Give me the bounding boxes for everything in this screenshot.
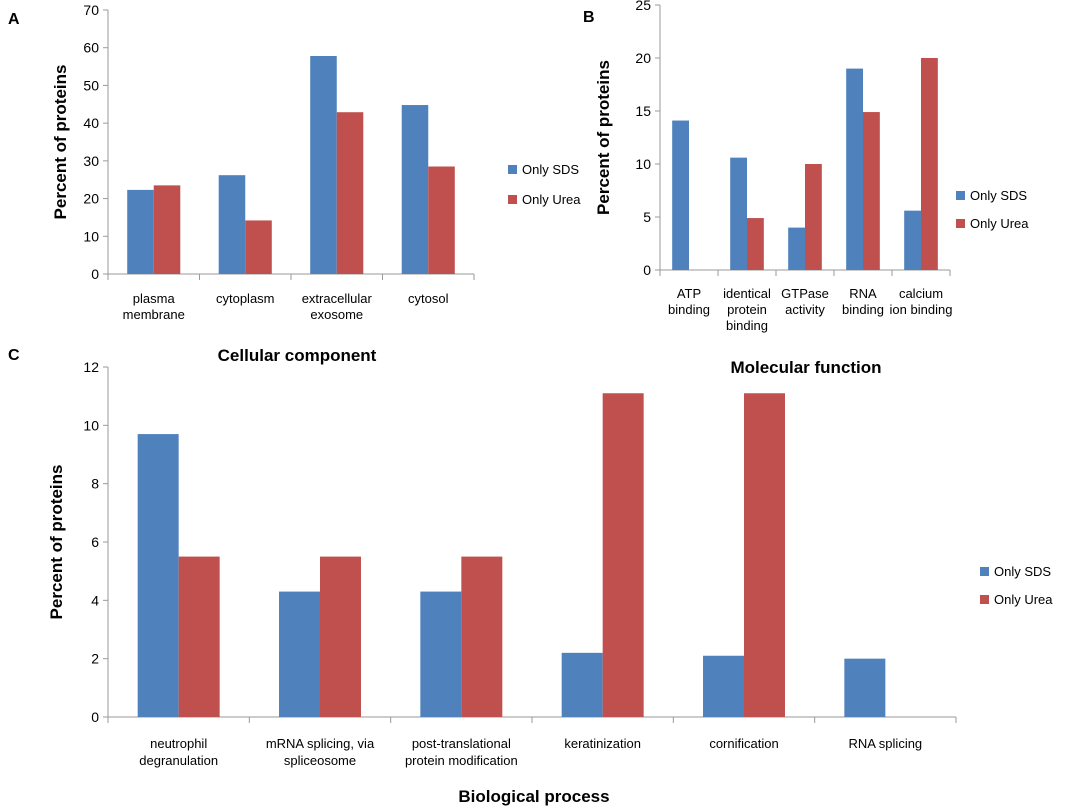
y-tick-label: 10 (83, 417, 99, 433)
y-tick-label: 20 (635, 50, 651, 66)
bar-only-urea-post-translational-protein-modification (461, 556, 503, 717)
bar-only-sds-identical-protein-binding (730, 157, 747, 270)
bar-only-sds-rna-splicing (844, 658, 886, 717)
bar-only-sds-cornification (703, 655, 744, 717)
y-tick-label: 15 (635, 103, 651, 119)
bar-only-sds-cytoplasm (218, 175, 246, 274)
bar-only-sds-keratinization (561, 652, 603, 717)
y-tick-label: 25 (635, 0, 651, 13)
x-category-label: mRNA splicing, via spliceosome (266, 736, 375, 768)
legend-swatch-only-urea (980, 595, 989, 604)
x-category-label: extracellular exosome (302, 291, 373, 322)
legend-label-only-urea: Only Urea (994, 592, 1053, 607)
x-category-label: cytoplasm (216, 291, 275, 306)
x-category-label: RNA binding (842, 286, 884, 317)
bar-only-urea-keratinization (602, 393, 644, 717)
y-tick-label: 10 (635, 156, 651, 172)
bar-only-urea-mrna-splicing-via-spliceosome (320, 556, 361, 717)
bar-only-urea-identical-protein-binding (747, 218, 764, 270)
y-tick-label: 2 (91, 651, 99, 667)
legend-swatch-only-urea (508, 195, 517, 204)
legend-label-only-sds: Only SDS (970, 188, 1027, 203)
panel-cellular-component: A 0 10 20 30 40 50 60 70 plasma membrane cytoplasm e… (8, 2, 581, 365)
legend-label-only-sds: Only SDS (994, 564, 1051, 579)
x-category-label: plasma membrane (123, 291, 185, 322)
x-category-label: RNA splicing (848, 736, 922, 751)
bar-only-sds-post-translational-protein-modification (420, 591, 462, 717)
bar-only-urea-cornification (744, 393, 785, 717)
x-category-label: cytosol (408, 291, 449, 306)
bar-only-urea-cytoplasm (245, 220, 272, 274)
x-category-label: GTPase activity (781, 286, 829, 317)
y-tick-label: 0 (91, 266, 99, 282)
y-tick-label: 5 (643, 209, 651, 225)
bar-only-sds-extracellular-exosome (310, 56, 337, 274)
y-tick-label: 10 (83, 228, 99, 244)
y-tick-label: 30 (83, 153, 99, 169)
x-category-label: cornification (709, 736, 778, 751)
x-axis-title: Molecular function (730, 358, 881, 377)
panel-letter: B (583, 9, 595, 26)
x-category-label: ATP binding (668, 286, 710, 317)
legend-swatch-only-sds (956, 191, 965, 200)
legend-swatch-only-sds (508, 165, 517, 174)
y-tick-label: 12 (83, 359, 99, 375)
y-axis-title: Percent of proteins (47, 465, 66, 620)
bar-only-sds-atp-binding (672, 120, 689, 270)
bar-only-urea-neutrophil-degranulation (178, 556, 220, 717)
legend-swatch-only-urea (956, 219, 965, 228)
y-axis-title: Percent of proteins (594, 60, 613, 215)
x-category-label: neutrophil degranulation (139, 736, 218, 768)
legend-swatch-only-sds (980, 567, 989, 576)
bar-only-sds-gtpase-activity (788, 227, 805, 270)
y-tick-label: 20 (83, 191, 99, 207)
bar-only-sds-mrna-splicing-via-spliceosome (279, 591, 320, 717)
y-tick-label: 70 (83, 2, 99, 18)
y-tick-label: 40 (83, 115, 99, 131)
x-category-label: post-translational protein modification (405, 736, 518, 768)
x-category-label: calcium ion binding (890, 286, 953, 317)
y-tick-label: 0 (643, 262, 651, 278)
bar-only-sds-rna-binding (846, 68, 863, 270)
bar-only-urea-gtpase-activity (805, 164, 822, 270)
y-axis-title: Percent of proteins (51, 65, 70, 220)
legend-label-only-urea: Only Urea (522, 192, 581, 207)
panel-letter: C (8, 347, 20, 364)
x-category-label: identical protein binding (723, 286, 771, 333)
bar-only-urea-cytosol (428, 166, 455, 274)
bar-only-urea-rna-binding (863, 112, 880, 270)
y-tick-label: 60 (83, 40, 99, 56)
bar-only-urea-extracellular-exosome (336, 112, 364, 274)
x-axis-title: Biological process (458, 787, 609, 806)
panel-biological-process: C 0 2 4 6 8 10 12 neutrophil degranulation mRNA sp… (8, 347, 1053, 806)
bar-only-sds-neutrophil-degranulation (137, 434, 179, 717)
bar-only-sds-calcium-ion-binding (904, 210, 921, 270)
x-axis-title: Cellular component (218, 346, 377, 365)
panel-letter: A (8, 11, 20, 28)
legend-label-only-sds: Only SDS (522, 162, 579, 177)
panel-molecular-function: B 0 5 10 15 20 25 ATP binding identical protein bin… (583, 0, 1029, 377)
y-tick-label: 4 (91, 592, 99, 608)
y-tick-label: 0 (91, 709, 99, 725)
y-tick-label: 8 (91, 476, 99, 492)
bar-only-sds-plasma-membrane (127, 189, 154, 274)
y-tick-label: 50 (83, 77, 99, 93)
bar-only-sds-cytosol (401, 105, 429, 274)
legend-label-only-urea: Only Urea (970, 216, 1029, 231)
y-tick-label: 6 (91, 534, 99, 550)
x-category-label: keratinization (564, 736, 641, 751)
bar-only-urea-plasma-membrane (153, 185, 181, 274)
bar-only-urea-calcium-ion-binding (921, 58, 938, 270)
